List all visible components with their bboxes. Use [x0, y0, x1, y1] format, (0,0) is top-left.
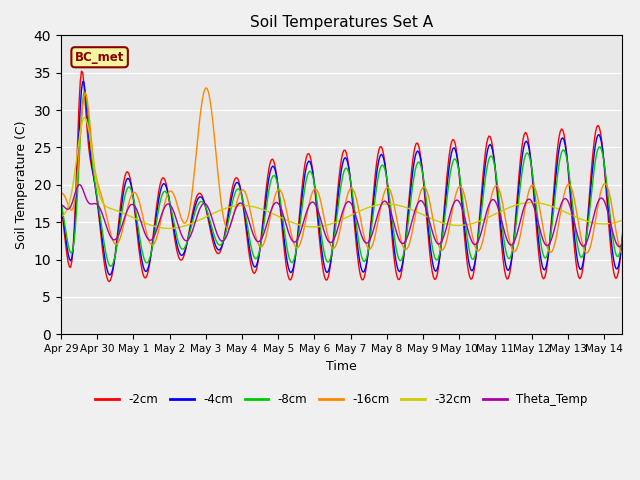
Legend: -2cm, -4cm, -8cm, -16cm, -32cm, Theta_Temp: -2cm, -4cm, -8cm, -16cm, -32cm, Theta_Te…: [91, 388, 593, 410]
Theta_Temp: [616, 244, 623, 250]
-4cm: [485, 143, 493, 148]
-8cm: [636, 156, 640, 162]
-32cm: [383, 201, 391, 207]
Line: Theta_Temp: Theta_Temp: [61, 185, 640, 247]
-32cm: [412, 208, 419, 214]
-32cm: [636, 211, 640, 216]
-4cm: [239, 202, 247, 208]
Text: BC_met: BC_met: [75, 51, 124, 64]
-2cm: [239, 205, 247, 211]
-8cm: [485, 156, 493, 162]
-8cm: [586, 210, 593, 216]
X-axis label: Time: Time: [326, 360, 357, 372]
-8cm: [57, 200, 65, 205]
-32cm: [239, 203, 247, 208]
Line: -16cm: -16cm: [61, 88, 640, 253]
-16cm: [303, 215, 310, 220]
-32cm: [164, 226, 172, 231]
-2cm: [586, 193, 593, 199]
-2cm: [304, 151, 312, 157]
Theta_Temp: [57, 202, 65, 207]
-8cm: [239, 200, 247, 206]
-8cm: [383, 180, 391, 185]
-4cm: [57, 199, 65, 205]
-16cm: [239, 187, 246, 193]
-2cm: [77, 68, 85, 74]
-16cm: [484, 212, 492, 218]
-4cm: [304, 160, 312, 166]
-16cm: [202, 85, 210, 91]
-16cm: [636, 181, 640, 187]
-4cm: [586, 202, 593, 207]
Theta_Temp: [636, 194, 640, 200]
-2cm: [636, 157, 640, 163]
-16cm: [620, 251, 627, 256]
-16cm: [382, 186, 390, 192]
-8cm: [304, 172, 312, 178]
Line: -2cm: -2cm: [61, 71, 640, 282]
Theta_Temp: [484, 205, 492, 211]
-2cm: [412, 143, 419, 149]
-32cm: [304, 224, 312, 229]
Theta_Temp: [584, 235, 592, 241]
-32cm: [485, 214, 493, 220]
Theta_Temp: [410, 211, 418, 216]
-8cm: [107, 264, 115, 269]
-4cm: [79, 79, 86, 84]
-2cm: [106, 279, 113, 285]
-8cm: [81, 89, 89, 95]
Line: -8cm: -8cm: [61, 92, 640, 266]
-2cm: [383, 183, 391, 189]
-8cm: [412, 167, 419, 173]
Theta_Temp: [382, 199, 390, 204]
-32cm: [57, 214, 65, 219]
-32cm: [81, 115, 89, 120]
-4cm: [106, 272, 113, 277]
-32cm: [586, 219, 593, 225]
-2cm: [57, 201, 65, 206]
-2cm: [485, 133, 493, 139]
Title: Soil Temperatures Set A: Soil Temperatures Set A: [250, 15, 433, 30]
Theta_Temp: [239, 201, 246, 207]
Line: -4cm: -4cm: [61, 82, 640, 275]
-16cm: [410, 220, 418, 226]
-4cm: [383, 180, 391, 186]
-4cm: [412, 154, 419, 159]
Y-axis label: Soil Temperature (C): Soil Temperature (C): [15, 120, 28, 249]
Theta_Temp: [303, 209, 310, 215]
-16cm: [57, 190, 65, 196]
-16cm: [584, 249, 592, 255]
Theta_Temp: [76, 182, 83, 188]
Line: -32cm: -32cm: [61, 118, 640, 228]
-4cm: [636, 156, 640, 161]
